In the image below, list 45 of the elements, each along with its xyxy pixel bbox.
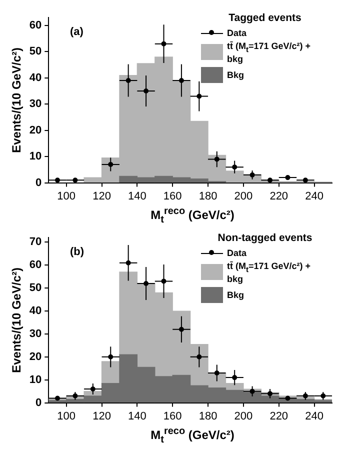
y-tick-label: 10: [29, 150, 42, 163]
y-tick-label: 70: [29, 236, 42, 248]
y-tick-label: 60: [29, 20, 42, 32]
x-tick-label: 160: [163, 410, 182, 422]
y-tick-label: 20: [29, 124, 42, 136]
annotation: (b): [70, 246, 84, 258]
x-tick-label: 240: [305, 410, 324, 422]
x-axis-title: M$_{t}$$^{reco}$ (GeV/c²): [150, 206, 236, 226]
x-tick-label: 160: [163, 190, 182, 202]
x-tick-label: 220: [270, 190, 288, 202]
legend-label: Bkg: [227, 70, 244, 80]
y-tick-label: 0: [36, 176, 42, 189]
x-tick-label: 180: [198, 410, 218, 422]
annotation: (a): [70, 26, 84, 38]
x-tick-label: 120: [92, 190, 111, 202]
x-tick-label: 220: [270, 410, 288, 422]
y-tick-label: 0: [36, 396, 42, 409]
y-tick-label: 50: [29, 46, 42, 58]
legend-label: tt̄ (M$_{t}$=171 GeV/c²) + bkg: [227, 261, 312, 284]
legend-title: Non-tagged events: [216, 232, 314, 244]
x-tick-label: 100: [57, 410, 76, 422]
y-tick-label: 30: [29, 98, 42, 110]
y-tick-label: 30: [29, 328, 42, 340]
legend-label: Data: [227, 28, 247, 38]
y-axis-title: Events/(10 GeV/c²): [10, 268, 24, 373]
y-tick-label: 50: [29, 282, 42, 294]
x-tick-label: 200: [234, 410, 253, 422]
x-tick-label: 140: [128, 410, 146, 422]
y-tick-label: 10: [29, 374, 42, 386]
y-axis-title: Events/(10 GeV/c²): [10, 48, 24, 153]
x-tick-label: 240: [305, 190, 324, 202]
x-axis-title: M$_{t}$$^{reco}$ (GeV/c²): [150, 426, 236, 446]
legend-label: tt̄ (M$_{t}$=171 GeV/c²) + bkg: [227, 41, 312, 64]
y-tick-label: 40: [29, 72, 42, 84]
y-tick-label: 40: [29, 305, 42, 318]
x-tick-label: 120: [92, 410, 111, 422]
x-tick-label: 100: [57, 190, 76, 202]
x-tick-label: 140: [128, 190, 146, 202]
x-tick-label: 200: [234, 190, 253, 202]
legend-label: Bkg: [227, 290, 244, 300]
legend-title: Tagged events: [228, 12, 302, 24]
x-tick-label: 180: [198, 190, 218, 202]
legend-label: Data: [227, 248, 247, 258]
y-tick-label: 20: [29, 350, 42, 363]
y-tick-label: 60: [29, 259, 42, 272]
